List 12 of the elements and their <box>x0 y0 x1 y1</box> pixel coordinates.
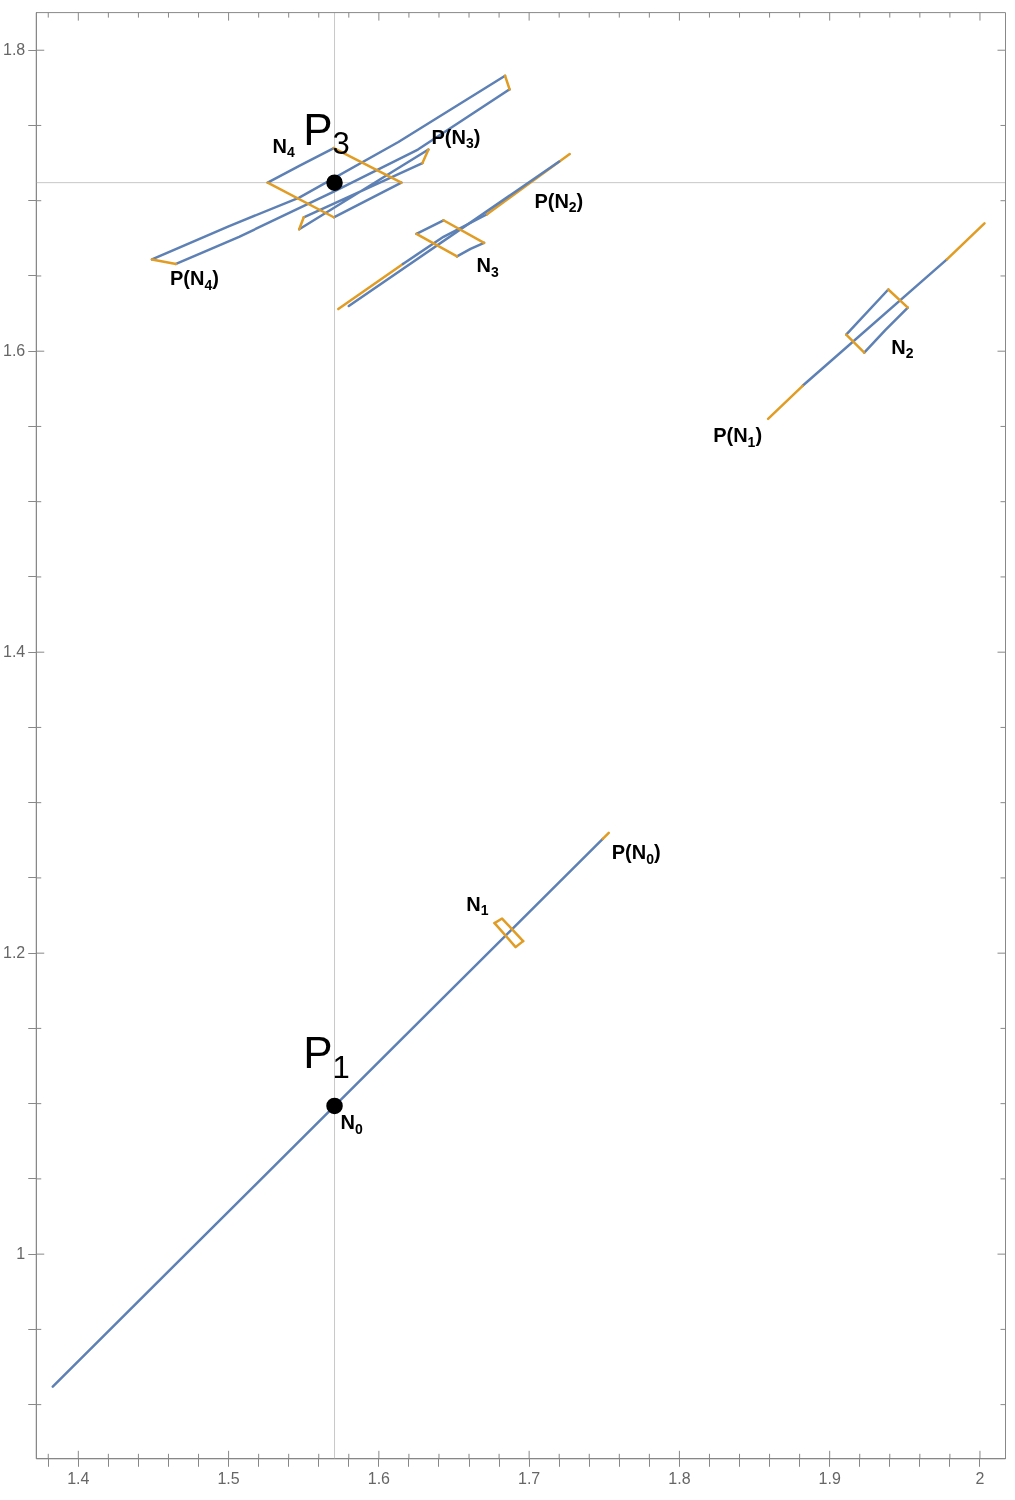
y-tick-label: 1.2 <box>2 943 26 961</box>
y-tick-label: 1.4 <box>2 642 26 660</box>
y-tick-label: 1.6 <box>2 341 26 359</box>
x-tick-label: 2 <box>975 1469 985 1487</box>
x-tick-label: 1.5 <box>217 1469 240 1487</box>
x-tick-label: 1.7 <box>518 1469 541 1487</box>
y-tick-label: 1.8 <box>2 40 26 58</box>
x-tick-label: 1.4 <box>67 1469 90 1487</box>
x-tick-label: 1.8 <box>668 1469 691 1487</box>
x-tick-label: 1.6 <box>367 1469 391 1487</box>
y-tick-label: 1 <box>16 1244 26 1262</box>
x-tick-label: 1.9 <box>818 1469 841 1487</box>
